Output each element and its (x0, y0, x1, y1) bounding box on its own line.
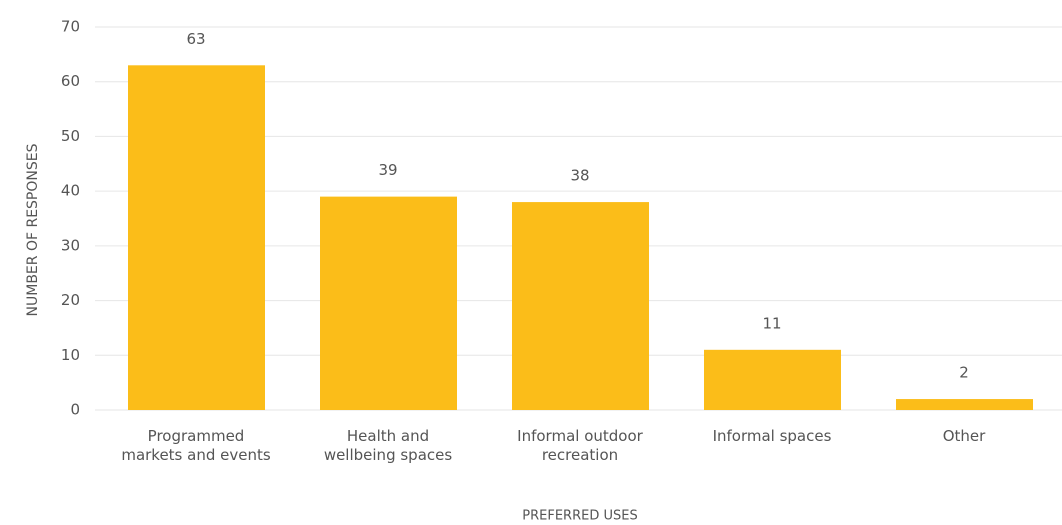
x-axis-title: PREFERRED USES (522, 509, 637, 524)
x-tick-label: Programmed markets and events (121, 427, 271, 464)
value-label: 11 (762, 314, 781, 332)
y-tick-label: 0 (70, 401, 80, 419)
bar (320, 196, 457, 410)
value-label: 39 (378, 161, 397, 179)
bar (512, 202, 649, 410)
bar (896, 399, 1033, 410)
x-tick-label: Health and wellbeing spaces (323, 427, 453, 464)
y-tick-label: 40 (61, 182, 80, 200)
x-tick-label: Other (942, 427, 986, 445)
value-label: 63 (186, 30, 205, 48)
y-tick-label: 60 (61, 72, 80, 90)
x-tick-label: Informal outdoor recreation (517, 427, 643, 464)
x-tick-label: Informal spaces (712, 427, 832, 445)
y-tick-label: 50 (61, 127, 80, 145)
bar (704, 349, 841, 410)
bar (128, 65, 265, 411)
y-tick-label: 10 (61, 346, 80, 364)
value-label: 38 (570, 167, 589, 185)
y-tick-label: 20 (61, 291, 80, 309)
y-tick-label: 30 (61, 236, 80, 254)
y-tick-label: 70 (61, 18, 80, 36)
y-axis-title: NUMBER OF RESPONSES (25, 143, 41, 316)
value-label: 2 (959, 364, 969, 382)
